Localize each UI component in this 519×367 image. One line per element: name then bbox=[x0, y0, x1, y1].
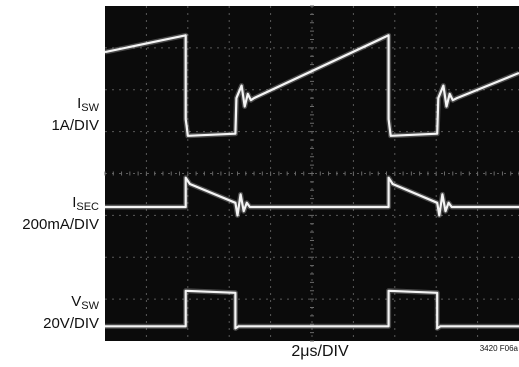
graticule bbox=[104, 5, 519, 342]
isec-name: ISEC bbox=[72, 194, 99, 213]
traces bbox=[104, 32, 519, 331]
isw-label: ISW 1A/DIV bbox=[51, 95, 99, 134]
trace-v-sw bbox=[105, 289, 519, 330]
isec-label: ISEC 200mA/DIV bbox=[22, 194, 99, 233]
figure-id: 3420 F06a bbox=[479, 344, 518, 353]
vsw-name: VSW bbox=[71, 293, 99, 312]
isw-name: ISW bbox=[77, 95, 99, 114]
trace-i-sw bbox=[104, 34, 519, 137]
vsw-scale: 20V/DIV bbox=[43, 315, 99, 332]
vsw-label: VSW 20V/DIV bbox=[43, 293, 99, 332]
isw-scale: 1A/DIV bbox=[51, 117, 99, 134]
isec-scale: 200mA/DIV bbox=[22, 216, 99, 233]
trace-i-sec bbox=[105, 176, 519, 217]
x-axis-label: 2μs/DIV bbox=[291, 343, 349, 360]
